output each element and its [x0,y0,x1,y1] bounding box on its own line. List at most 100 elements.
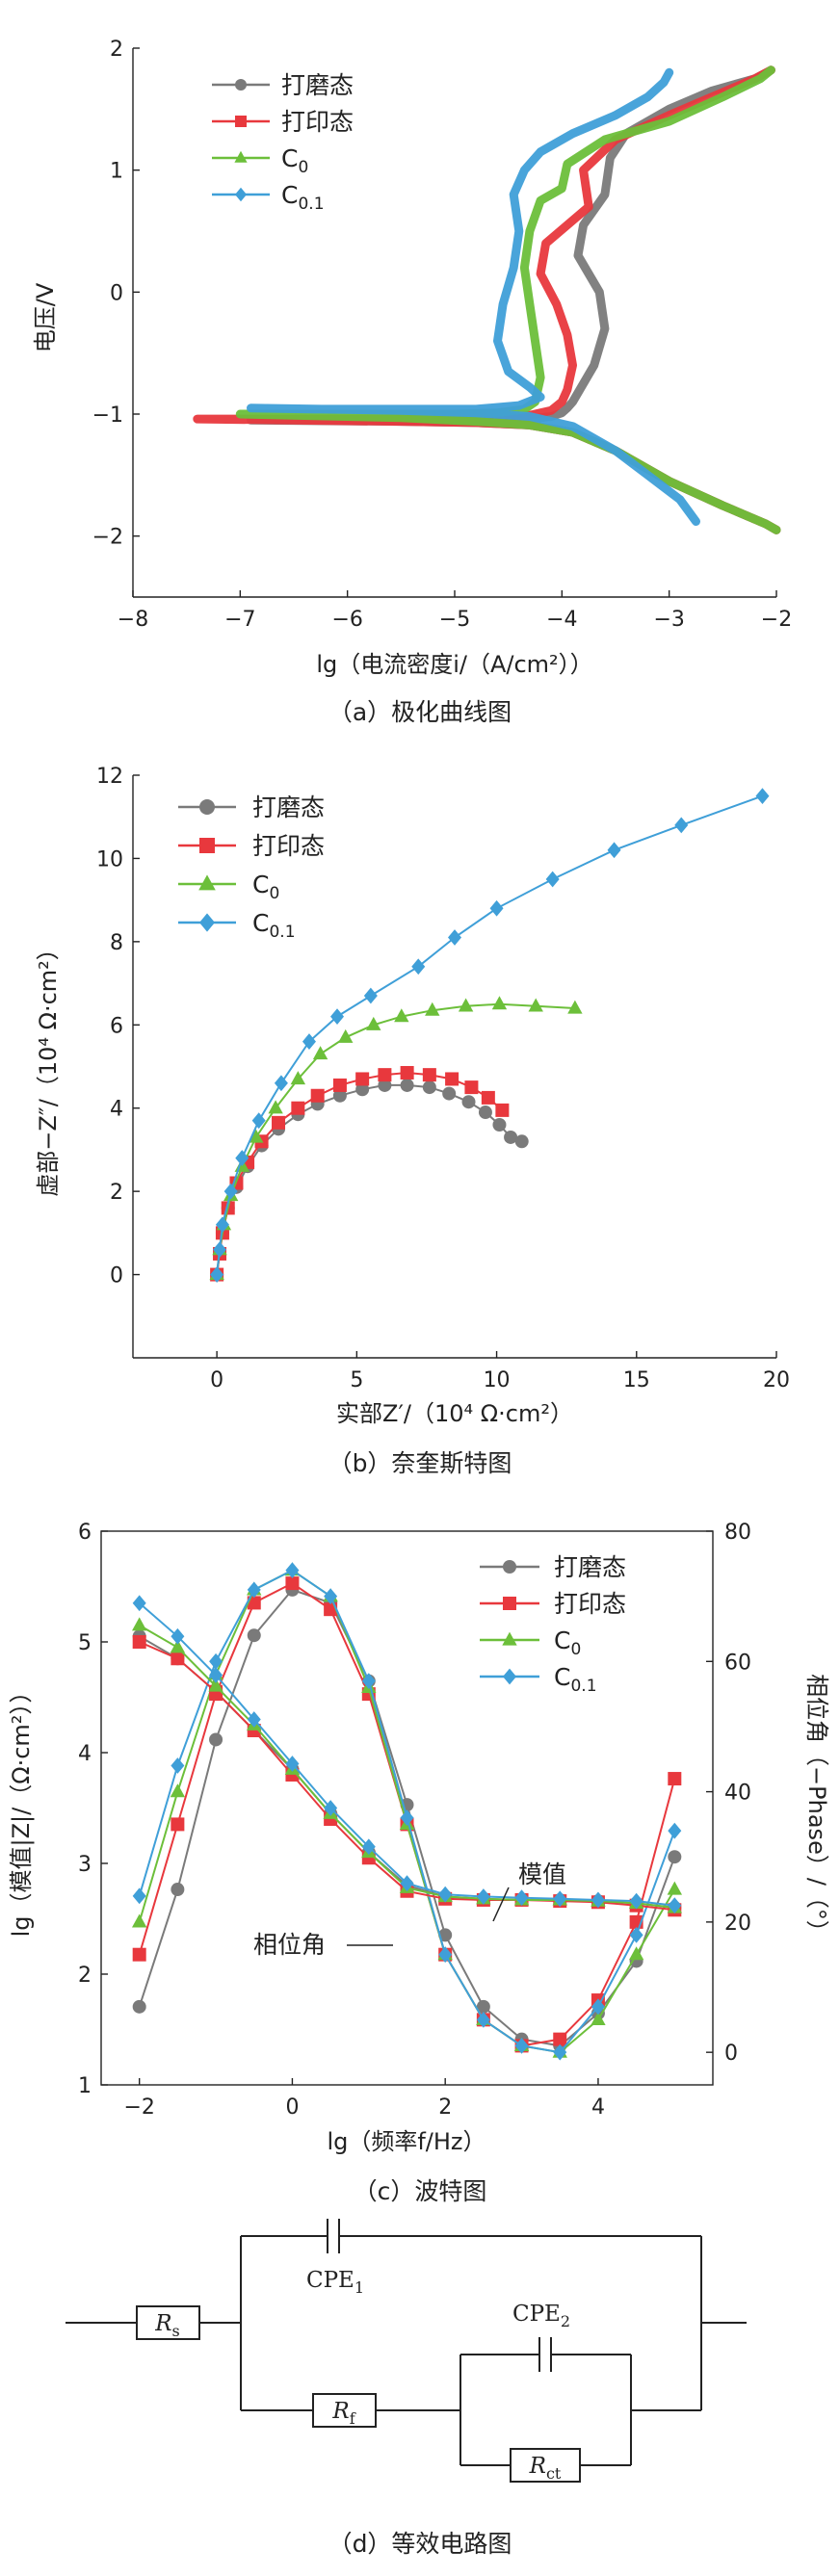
series-line [216,1071,504,1275]
data-point [400,1065,414,1080]
legend-label: 打印态 [252,832,325,860]
y-axis-title: lg（模值|Z|/（Ω·cm²）） [8,1680,35,1938]
legend-marker [235,79,247,91]
data-point [272,1115,286,1130]
data-point [209,1667,223,1683]
series-line-3 [247,67,700,526]
data-point [448,929,461,946]
data-point [324,1588,338,1605]
data-point [607,842,621,859]
data-point [668,1850,682,1864]
data-point [411,958,426,976]
data-point [209,1652,223,1670]
data-point [247,1581,261,1599]
data-point [400,1078,414,1092]
rct-label: Rct [529,2454,562,2483]
data-point [495,1103,510,1117]
legend-marker [199,838,215,853]
y-tick-label: 5 [78,1631,92,1655]
data-point [567,1000,583,1014]
cpe1-label: CPE1 [306,2268,364,2297]
data-point [464,1080,479,1095]
data-point [251,1112,266,1130]
data-point [481,1090,495,1105]
data-point [132,1999,146,2014]
data-point [213,1241,227,1259]
y2-tick-label: 20 [724,1912,751,1936]
data-point [478,1106,492,1120]
data-point [171,1883,185,1897]
y2-tick-label: 40 [724,1782,751,1806]
data-point [132,1595,146,1612]
data-point [131,1913,147,1928]
y-tick-label: 10 [96,847,123,872]
data-point [492,1118,507,1132]
x-tick-label: 4 [591,2095,605,2120]
y-tick-label: −2 [92,526,123,550]
legend-label: C0 [554,1626,581,1659]
data-point [355,1072,370,1086]
data-point [208,1678,223,1692]
data-point [629,1927,643,1943]
legend-marker [235,116,247,127]
data-point [361,1673,376,1689]
chart-caption: （c）波特图 [354,2177,487,2205]
legend-label: 打磨态 [281,71,354,99]
data-point [476,1999,490,2014]
data-point [132,1635,146,1649]
data-point [285,1576,300,1591]
y2-axis-title: 相位角（−Phase）/（°） [803,1674,830,1943]
data-point [338,1028,354,1043]
bode-chart: −2 0 2 4123456020406080lg（频率f/Hz）lg（模值|Z|/（… [8,1521,830,2205]
data-point [330,1008,345,1026]
resistor-rf [312,2393,377,2428]
legend-marker [503,1668,516,1685]
y-tick-label: −1 [92,403,123,428]
data-point [514,2038,529,2054]
data-point [528,998,543,1012]
rs-label: Rs [154,2311,180,2340]
data-point [132,1887,146,1905]
x-axis-title: lg（频率f/Hz） [327,2128,486,2155]
data-point [235,1150,249,1166]
legend-marker [503,1597,516,1610]
y-tick-label: 2 [78,1964,92,1988]
data-point [422,1080,436,1095]
x-tick-label: 20 [763,1368,790,1392]
y-tick-label: 1 [78,2074,92,2098]
data-point [394,1008,409,1023]
resistor-rct [510,2448,581,2483]
legend-label: 打磨态 [554,1553,626,1581]
legend-label: C0.1 [252,909,296,942]
data-point [545,871,560,888]
data-point [170,1639,186,1653]
y-axis-title: 虚部−Z″/（10⁴ Ω·cm²） [35,937,62,1197]
data-point [131,1617,147,1631]
data-point [310,1088,325,1103]
data-point [171,1627,185,1645]
data-point [400,1875,414,1892]
cpe2-label: CPE2 [512,2302,570,2330]
x-tick-label: −7 [224,608,255,632]
data-point [514,1889,529,1907]
series-line-1 [193,65,781,534]
y-tick-label: 12 [96,765,123,789]
legend-marker [199,913,215,932]
data-point [629,1892,643,1910]
x-tick-label: −2 [761,608,792,632]
data-point [312,1046,328,1060]
y-tick-label: 6 [78,1521,92,1545]
series-3 [210,788,770,1283]
data-point [332,1088,347,1103]
data-point [668,1897,682,1914]
data-point [210,1266,224,1283]
data-point [476,2011,490,2028]
circuit-caption: （d）等效电路图 [328,2530,512,2558]
x-tick-label: −5 [439,608,470,632]
legend-marker [234,150,248,163]
x-tick-label: −6 [331,608,362,632]
x-tick-label: −4 [546,608,577,632]
data-point [461,1095,476,1109]
x-axis-title: lg（电流密度i/（A/cm²）） [316,651,592,678]
x-tick-label: −8 [118,608,148,632]
